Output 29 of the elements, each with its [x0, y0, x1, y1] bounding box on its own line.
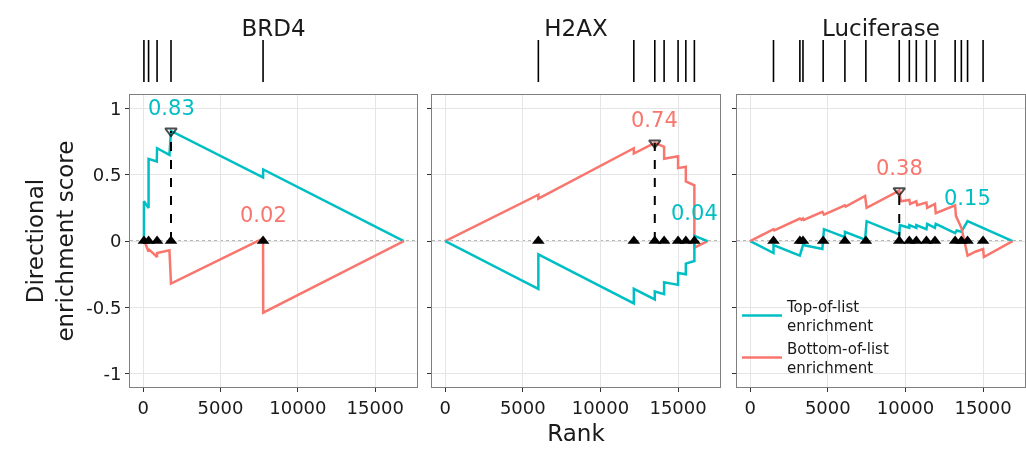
y-tick-label: 1: [109, 97, 122, 119]
chart-title: Luciferase: [822, 15, 940, 42]
x-tick-label: 15000: [954, 396, 1012, 418]
chart-title: H2AX: [544, 15, 608, 42]
annotation: 0.83: [148, 96, 195, 120]
legend-label: Bottom-of-list enrichment: [787, 339, 889, 378]
x-tick-label: 5000: [197, 396, 244, 418]
chart-title: BRD4: [241, 15, 306, 42]
y-tick-label: 0: [109, 230, 122, 252]
annotation: 0.74: [631, 108, 678, 132]
x-tick-label: 5000: [804, 396, 851, 418]
x-tick-label: 15000: [346, 396, 404, 418]
x-axis-title: Rank: [547, 420, 606, 447]
x-tick-label: 5000: [499, 396, 546, 418]
x-tick-label: 0: [439, 396, 451, 418]
x-tick-label: 10000: [571, 396, 630, 418]
x-tick-label: 15000: [649, 396, 707, 418]
y-tick-label: 0.5: [92, 164, 122, 186]
annotation: 0.38: [876, 156, 923, 180]
x-tick-label: 0: [137, 396, 149, 418]
x-tick-label: 10000: [269, 396, 327, 418]
y-tick-label: -1: [103, 363, 122, 385]
annotation: 0.15: [944, 186, 991, 210]
x-tick-label: 10000: [876, 396, 935, 418]
annotation: 0.02: [240, 203, 287, 227]
y-axis-title: Directional enrichment score: [21, 140, 78, 342]
legend-label: Top-of-list enrichment: [786, 297, 874, 336]
y-tick-label: -0.5: [86, 296, 122, 318]
x-tick-label: 0: [744, 396, 756, 418]
